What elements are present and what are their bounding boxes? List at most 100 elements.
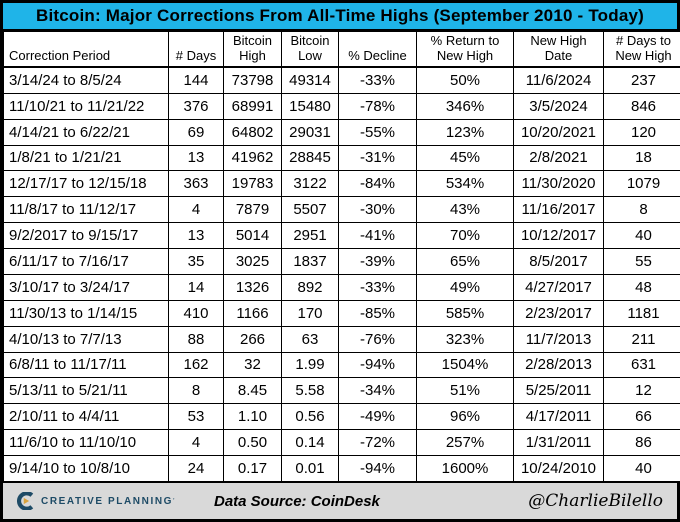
table-cell: -33% [338,66,417,94]
table-cell: 1181 [603,299,680,327]
table-cell: 376 [168,92,224,120]
table-cell: 11/30/13 to 1/14/15 [3,299,169,327]
table-cell: 43% [416,196,514,224]
header-row: Correction Period # Days Bitcoin High Bi… [3,30,680,68]
table-cell: 323% [416,325,514,353]
table-cell: 4/10/13 to 7/7/13 [3,325,169,353]
col-header-correction-period: Correction Period [3,30,169,68]
table-cell: 64802 [223,118,282,146]
col-header-bitcoin-low: Bitcoin Low [281,30,339,68]
table-cell: -85% [338,299,417,327]
table-cell: 40 [603,455,680,482]
table-cell: 1/8/21 to 1/21/21 [3,144,169,172]
table-cell: -33% [338,273,417,301]
data-source-label: Data Source: CoinDesk [214,492,380,510]
table-cell: 68991 [223,92,282,120]
table-cell: 28845 [281,144,339,172]
table-cell: 9/14/10 to 10/8/10 [3,455,169,482]
table-row: 2/10/11 to 4/4/11 53 1.10 0.56 -49% 96% 4/17/2… [3,403,680,431]
table-cell: 346% [416,92,514,120]
table-cell: 32 [223,351,282,379]
table-cell: 1166 [223,299,282,327]
creative-planning-wordmark: CREATIVE PLANNING [41,495,174,507]
table-cell: 66 [603,403,680,431]
table-cell: 4/17/2011 [513,403,604,431]
table-row: 5/13/11 to 5/21/11 8 8.45 5.58 -34% 51% 5/25/2… [3,377,680,405]
table-row: 11/6/10 to 11/10/10 4 0.50 0.14 -72% 257% 1/31… [3,429,680,456]
table-cell: 6/8/11 to 11/17/11 [3,351,169,379]
table-cell: 51% [416,377,514,405]
table-cell: 11/8/17 to 11/12/17 [3,196,169,224]
table-cell: 1326 [223,273,282,301]
table-cell: 13 [168,222,224,249]
table-cell: 120 [603,118,680,146]
table-cell: 29031 [281,118,339,146]
table-cell: 11/16/2017 [513,196,604,224]
table-cell: 73798 [223,66,282,94]
col-header-pct-return: % Return to New High [416,30,514,68]
table-cell: 0.17 [223,455,282,482]
table-cell: 123% [416,118,514,146]
table-cell: 15480 [281,92,339,120]
col-header-days-to-new-high: # Days to New High [603,30,680,68]
table-cell: 48 [603,273,680,301]
table-cell: 10/20/2021 [513,118,604,146]
table-cell: 2951 [281,222,339,249]
trademark-mark: ’ [173,497,175,505]
table-cell: 55 [603,248,680,275]
table-cell: 1600% [416,455,514,482]
table-cell: 5507 [281,196,339,224]
table-cell: -39% [338,248,417,275]
creative-planning-c-icon [17,492,34,510]
table-cell: 8/5/2017 [513,248,604,275]
table-cell: 0.56 [281,403,339,431]
table-cell: 8 [603,196,680,224]
table-cell: 5/25/2011 [513,377,604,405]
table-cell: -78% [338,92,417,120]
table-cell: 1/31/2011 [513,429,604,456]
table-cell: 1504% [416,351,514,379]
table-cell: 4/27/2017 [513,273,604,301]
table-cell: 846 [603,92,680,120]
table-cell: -94% [338,455,417,482]
table-cell: 892 [281,273,339,301]
table-cell: 86 [603,429,680,456]
table-cell: 211 [603,325,680,353]
table-cell: 1.10 [223,403,282,431]
table-cell: 49314 [281,66,339,94]
table-row: 6/8/11 to 11/17/11 162 32 1.99 -94% 1504% 2/28… [3,351,680,379]
table-cell: 257% [416,429,514,456]
table-cell: 41962 [223,144,282,172]
table-cell: 631 [603,351,680,379]
table-cell: -34% [338,377,417,405]
table-cell: 53 [168,403,224,431]
table-cell: 0.50 [223,429,282,456]
table-cell: 0.01 [281,455,339,482]
table-row: 12/17/17 to 12/15/18 363 19783 3122 -84% 534%… [3,170,680,198]
table-cell: 65% [416,248,514,275]
table-cell: 12 [603,377,680,405]
table-cell: 1079 [603,170,680,198]
table-row: 9/14/10 to 10/8/10 24 0.17 0.01 -94% 1600% 10/… [3,455,680,482]
table-cell: 5.58 [281,377,339,405]
table-cell: -31% [338,144,417,172]
table-cell: 144 [168,66,224,94]
table-cell: -41% [338,222,417,249]
table-cell: 10/24/2010 [513,455,604,482]
table-body: 3/14/24 to 8/5/24 144 73798 49314 -33% 50% 11/… [3,66,680,482]
table-cell: -94% [338,351,417,379]
table-cell: -72% [338,429,417,456]
table-row: 6/11/17 to 7/16/17 35 3025 1837 -39% 65% 8/5/2… [3,248,680,275]
table-cell: 0.14 [281,429,339,456]
table-cell: 70% [416,222,514,249]
table-cell: 9/2/2017 to 9/15/17 [3,222,169,249]
table-row: 4/10/13 to 7/7/13 88 266 63 -76% 323% 11/7/201… [3,325,680,353]
table-cell: 49% [416,273,514,301]
table-cell: 11/7/2013 [513,325,604,353]
table-cell: 170 [281,299,339,327]
col-header-pct-decline: % Decline [338,30,417,68]
col-header-bitcoin-high: Bitcoin High [223,30,282,68]
table-cell: 19783 [223,170,282,198]
table-row: 3/14/24 to 8/5/24 144 73798 49314 -33% 50% 11/… [3,66,680,94]
table-cell: 24 [168,455,224,482]
